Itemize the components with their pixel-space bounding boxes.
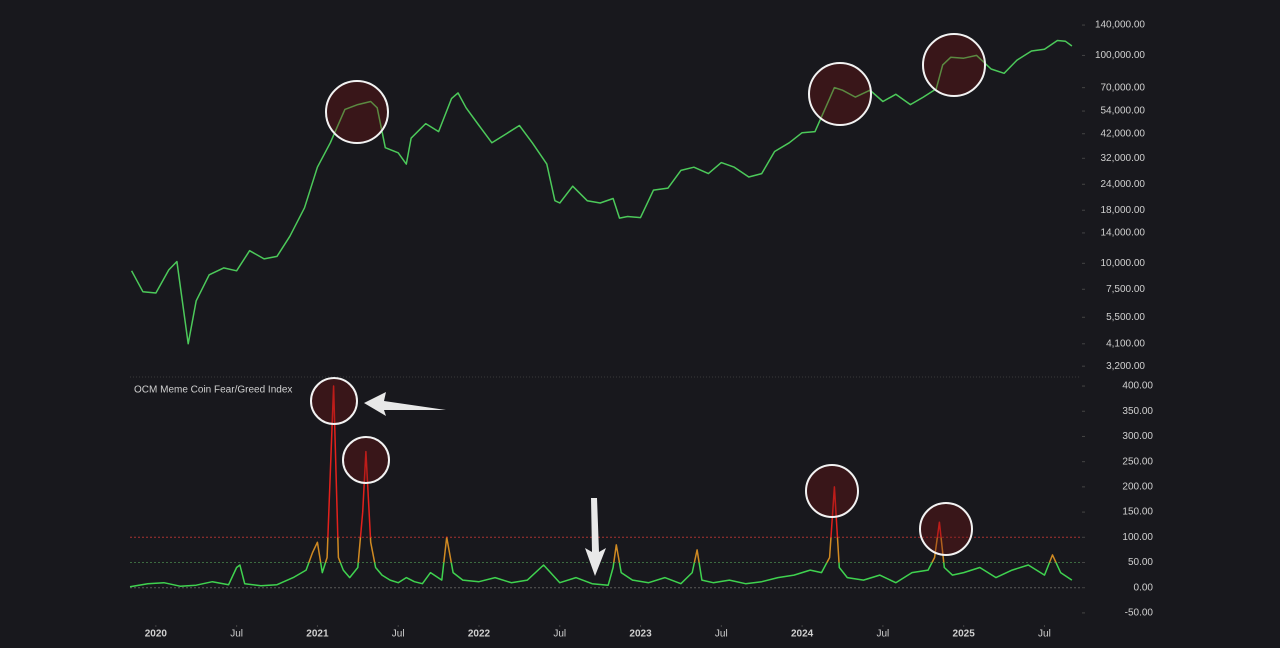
y-tick-label: 140,000.00 xyxy=(1095,20,1145,31)
highlight-circle xyxy=(922,33,986,97)
y-tick-label: 350.00 xyxy=(1122,406,1153,417)
y-tick-label: 50.00 xyxy=(1128,557,1153,568)
x-tick-label: Jul xyxy=(553,629,566,640)
x-tick-label: Jul xyxy=(715,629,728,640)
arrow xyxy=(585,498,606,576)
y-tick-label: 7,500.00 xyxy=(1106,284,1145,295)
x-tick-label: Jul xyxy=(1038,629,1051,640)
y-tick-label: 0.00 xyxy=(1134,582,1154,593)
x-tick-label: 2023 xyxy=(629,629,652,640)
y-tick-label: 14,000.00 xyxy=(1101,228,1146,239)
y-tick-label: 18,000.00 xyxy=(1101,205,1146,216)
highlight-circle xyxy=(808,62,872,126)
y-tick-label: 200.00 xyxy=(1122,482,1153,493)
x-tick-label: 2025 xyxy=(953,629,976,640)
x-tick-label: Jul xyxy=(876,629,889,640)
x-tick-label: Jul xyxy=(392,629,405,640)
x-tick-label: 2020 xyxy=(145,629,168,640)
y-tick-label: 100.00 xyxy=(1122,532,1153,543)
y-tick-label: 300.00 xyxy=(1122,431,1153,442)
y-tick-label: 24,000.00 xyxy=(1101,179,1146,190)
y-tick-label: 400.00 xyxy=(1122,381,1153,392)
data-line xyxy=(130,39,1073,345)
arrow xyxy=(364,392,446,416)
y-tick-label: 250.00 xyxy=(1122,456,1153,467)
y-tick-label: 10,000.00 xyxy=(1101,258,1146,269)
y-tick-label: 54,000.00 xyxy=(1101,106,1146,117)
highlight-circle xyxy=(342,436,390,484)
highlight-circle xyxy=(919,502,973,556)
chart-title: OCM Meme Coin Fear/Greed Index xyxy=(134,385,292,396)
y-tick-label: 100,000.00 xyxy=(1095,50,1145,61)
y-tick-label: 70,000.00 xyxy=(1101,82,1146,93)
y-tick-label: -50.00 xyxy=(1125,608,1154,619)
y-tick-label: 32,000.00 xyxy=(1101,153,1146,164)
highlight-circle xyxy=(325,80,389,144)
annotations xyxy=(310,33,986,576)
x-tick-label: 2021 xyxy=(306,629,329,640)
y-tick-label: 3,200.00 xyxy=(1106,361,1145,372)
x-tick-label: Jul xyxy=(230,629,243,640)
y-tick-label: 42,000.00 xyxy=(1101,128,1146,139)
highlight-circle xyxy=(310,377,358,425)
highlight-circle xyxy=(805,464,859,518)
y-tick-label: 5,500.00 xyxy=(1106,312,1145,323)
data-line xyxy=(129,385,1073,588)
y-tick-label: 4,100.00 xyxy=(1106,338,1145,349)
y-tick-label: 150.00 xyxy=(1122,507,1153,518)
x-tick-label: 2022 xyxy=(468,629,491,640)
x-tick-label: 2024 xyxy=(791,629,814,640)
